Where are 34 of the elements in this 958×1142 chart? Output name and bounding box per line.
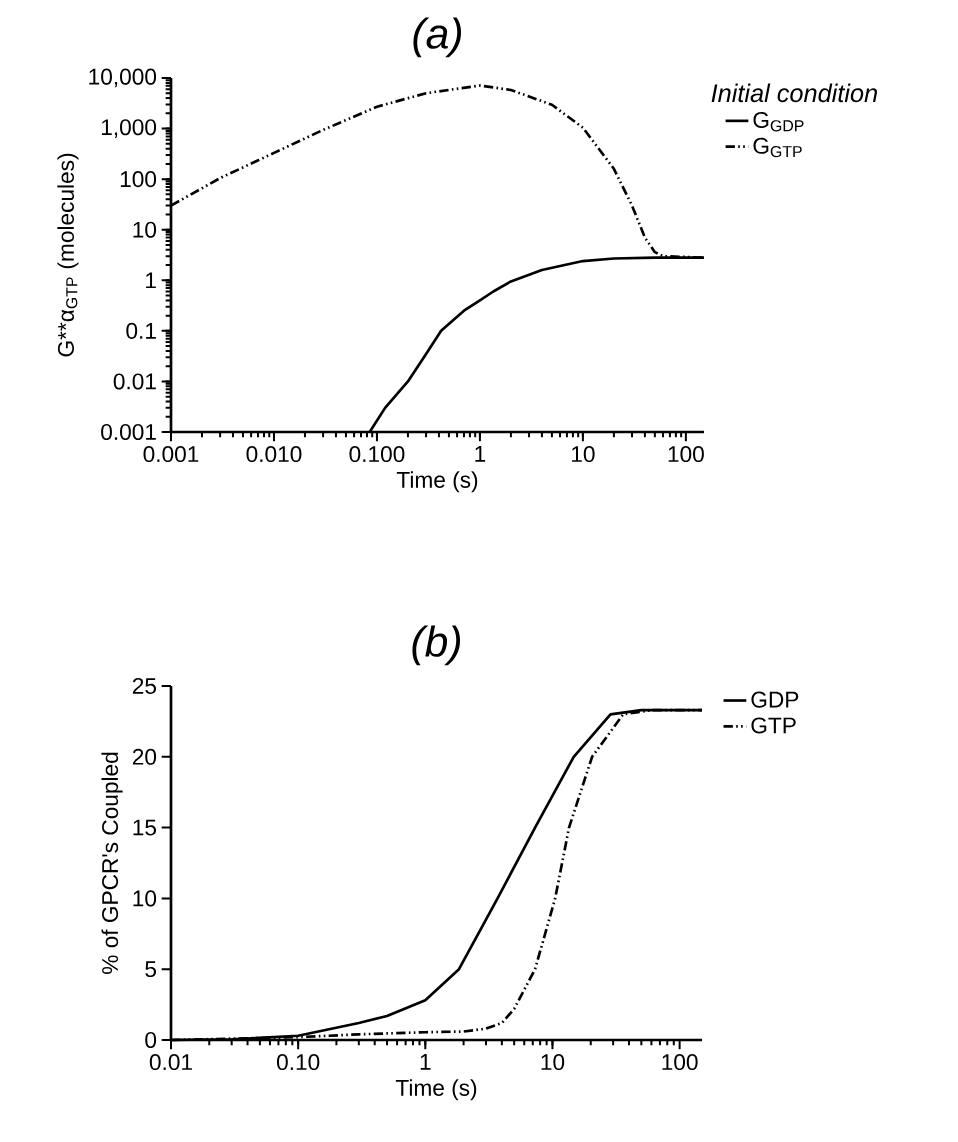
y-tick-label: 10,000 bbox=[89, 68, 157, 88]
legend-label: GTP bbox=[751, 717, 796, 734]
x-tick-label: 10 bbox=[541, 1054, 565, 1071]
y-tick-label: 25 bbox=[132, 677, 157, 695]
y-tick-label: 100 bbox=[120, 171, 157, 188]
y-axis-title: G**α$_{GTP}$ (molecules) bbox=[57, 153, 79, 357]
y-tick-label: 10 bbox=[133, 890, 157, 907]
x-axis-title: Time (s) bbox=[395, 1079, 477, 1101]
legend-label: G$_{GDP}$ bbox=[753, 111, 804, 132]
y-tick-label: 15 bbox=[133, 819, 157, 836]
x-tick-label: 1 bbox=[475, 446, 486, 462]
y-tick-label: 0.01 bbox=[113, 373, 156, 390]
x-tick-label: 0.010 bbox=[246, 446, 302, 463]
legend-label: G$_{GTP}$ bbox=[753, 137, 802, 158]
legend-label: GDP bbox=[751, 691, 799, 708]
x-tick-label: 0.100 bbox=[349, 446, 405, 463]
x-tick-label: 100 bbox=[668, 446, 704, 463]
x-tick-label: 1 bbox=[420, 1054, 431, 1070]
y-tick-label: 1 bbox=[146, 272, 156, 289]
y-tick-label: 5 bbox=[145, 961, 157, 978]
y-axis-title: % of GPCR's Coupled bbox=[101, 752, 123, 974]
y-tick-label: 1,000 bbox=[101, 119, 157, 138]
x-tick-label: 100 bbox=[662, 1054, 698, 1071]
y-tick-label: 20 bbox=[132, 748, 157, 765]
y-tick-label: 10 bbox=[133, 221, 157, 238]
legend-title: Initial condition bbox=[711, 83, 877, 103]
y-tick-label: 0.1 bbox=[126, 322, 156, 339]
y-tick-label: 0.001 bbox=[101, 423, 156, 441]
y-tick-label: 0 bbox=[145, 1031, 157, 1049]
x-tick-label: 0.10 bbox=[276, 1054, 320, 1071]
chart-title: (b) bbox=[412, 625, 461, 666]
x-tick-label: 10 bbox=[572, 446, 595, 463]
chart-title: (a) bbox=[413, 17, 462, 58]
x-axis-title: Time (s) bbox=[396, 471, 478, 493]
